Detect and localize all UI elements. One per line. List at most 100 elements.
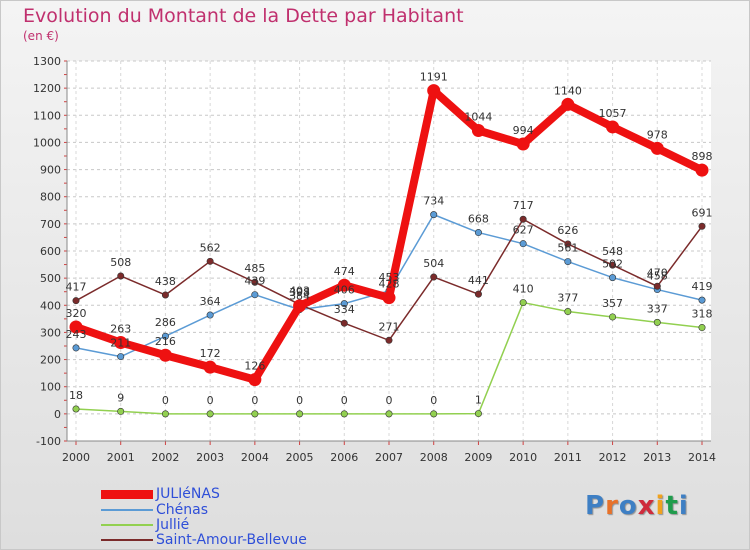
data-label-julli-: 0: [386, 394, 393, 407]
data-label-saint-amour-bellevue: 504: [423, 257, 444, 270]
data-label-ch-nas: 561: [557, 242, 578, 255]
data-label-julli-: 0: [207, 394, 214, 407]
data-point-saint-amour-bellevue: [340, 319, 348, 327]
x-tick-label: 2009: [464, 451, 492, 464]
legend-item-julienas: JULIéNAS: [101, 486, 220, 502]
data-point-saint-amour-bellevue: [519, 215, 527, 223]
data-label-juli-nas: 398: [289, 286, 310, 299]
legend-label-julienas: JULIéNAS: [156, 486, 220, 502]
data-label-ch-nas: 502: [602, 258, 623, 271]
data-point-ch-nas: [564, 258, 572, 266]
data-label-saint-amour-bellevue: 470: [647, 266, 668, 279]
legend-label-chenas: Chénas: [156, 502, 209, 518]
data-point-saint-amour-bellevue: [206, 257, 214, 265]
x-tick-label: 2006: [330, 451, 358, 464]
y-tick-label: 0: [54, 408, 61, 421]
data-label-juli-nas: 898: [692, 150, 713, 163]
x-tick-label: 2004: [241, 451, 269, 464]
data-point-juli-nas: [114, 335, 128, 349]
data-label-julli-: 0: [162, 394, 169, 407]
data-label-ch-nas: 211: [110, 337, 131, 350]
data-point-julli-: [206, 410, 214, 418]
data-point-ch-nas: [474, 229, 482, 237]
data-label-julli-: 0: [341, 394, 348, 407]
data-point-juli-nas: [427, 84, 441, 98]
data-point-ch-nas: [519, 240, 527, 248]
data-point-juli-nas: [69, 320, 83, 334]
data-label-ch-nas: 734: [423, 195, 444, 208]
data-label-juli-nas: 216: [155, 335, 176, 348]
data-label-ch-nas: 453: [379, 271, 400, 284]
data-label-julli-: 410: [513, 283, 534, 296]
data-point-juli-nas: [471, 123, 485, 137]
data-point-juli-nas: [561, 97, 575, 111]
x-tick-label: 2003: [196, 451, 224, 464]
data-point-saint-amour-bellevue: [117, 272, 125, 280]
data-label-saint-amour-bellevue: 691: [692, 206, 713, 219]
legend-swatch-julienas: [101, 489, 153, 499]
data-label-saint-amour-bellevue: 562: [200, 241, 221, 254]
x-tick-label: 2001: [107, 451, 135, 464]
data-label-julli-: 337: [647, 302, 668, 315]
data-point-saint-amour-bellevue: [653, 282, 661, 290]
legend-label-jullie: Jullié: [156, 517, 190, 533]
data-label-ch-nas: 286: [155, 316, 176, 329]
y-tick-label: 1200: [33, 82, 61, 95]
data-point-juli-nas: [158, 348, 172, 362]
data-label-saint-amour-bellevue: 403: [289, 284, 310, 297]
data-label-julli-: 18: [69, 389, 83, 402]
data-point-ch-nas: [117, 353, 125, 361]
data-point-juli-nas: [203, 360, 217, 374]
data-point-saint-amour-bellevue: [564, 240, 572, 248]
data-point-julli-: [564, 308, 572, 316]
data-label-saint-amour-bellevue: 271: [379, 320, 400, 333]
data-label-saint-amour-bellevue: 485: [244, 262, 265, 275]
data-point-ch-nas: [206, 311, 214, 319]
data-label-juli-nas: 126: [244, 360, 265, 373]
data-label-ch-nas: 384: [289, 290, 310, 303]
x-tick-label: 2002: [151, 451, 179, 464]
data-point-saint-amour-bellevue: [251, 278, 259, 286]
y-tick-label: 700: [40, 218, 61, 231]
data-label-julli-: 1: [475, 394, 482, 407]
data-label-juli-nas: 263: [110, 322, 131, 335]
data-point-julli-: [340, 410, 348, 418]
data-point-julli-: [117, 407, 125, 415]
data-label-julli-: 0: [430, 394, 437, 407]
data-label-ch-nas: 668: [468, 213, 489, 226]
data-point-juli-nas: [293, 299, 307, 313]
data-label-saint-amour-bellevue: 438: [155, 275, 176, 288]
data-point-ch-nas: [251, 291, 259, 299]
data-point-julli-: [296, 410, 304, 418]
data-point-ch-nas: [72, 344, 80, 352]
data-label-ch-nas: 627: [513, 224, 534, 237]
x-tick-label: 2011: [554, 451, 582, 464]
data-point-saint-amour-bellevue: [698, 222, 706, 230]
data-point-juli-nas: [695, 163, 709, 177]
data-point-julli-: [251, 410, 259, 418]
data-point-julli-: [474, 410, 482, 418]
data-label-saint-amour-bellevue: 441: [468, 274, 489, 287]
chart-title: Evolution du Montant de la Dette par Hab…: [23, 5, 464, 27]
data-label-ch-nas: 439: [244, 275, 265, 288]
legend-item-chenas: Chénas: [101, 502, 208, 518]
x-tick-label: 2000: [62, 451, 90, 464]
data-label-saint-amour-bellevue: 508: [110, 256, 131, 269]
data-point-juli-nas: [337, 278, 351, 292]
data-label-juli-nas: 1191: [420, 71, 448, 84]
legend-swatch-jullie: [101, 524, 153, 526]
data-point-julli-: [161, 410, 169, 418]
y-tick-label: 1000: [33, 136, 61, 149]
data-point-julli-: [698, 324, 706, 332]
x-tick-label: 2014: [688, 451, 716, 464]
data-point-julli-: [653, 318, 661, 326]
data-point-saint-amour-bellevue: [385, 336, 393, 344]
y-tick-label: 200: [40, 354, 61, 367]
legend-swatch-chenas: [101, 509, 153, 511]
data-point-julli-: [385, 410, 393, 418]
y-tick-label: 500: [40, 272, 61, 285]
data-label-ch-nas: 364: [200, 295, 221, 308]
y-tick-label: 600: [40, 245, 61, 258]
data-label-juli-nas: 172: [200, 347, 221, 360]
